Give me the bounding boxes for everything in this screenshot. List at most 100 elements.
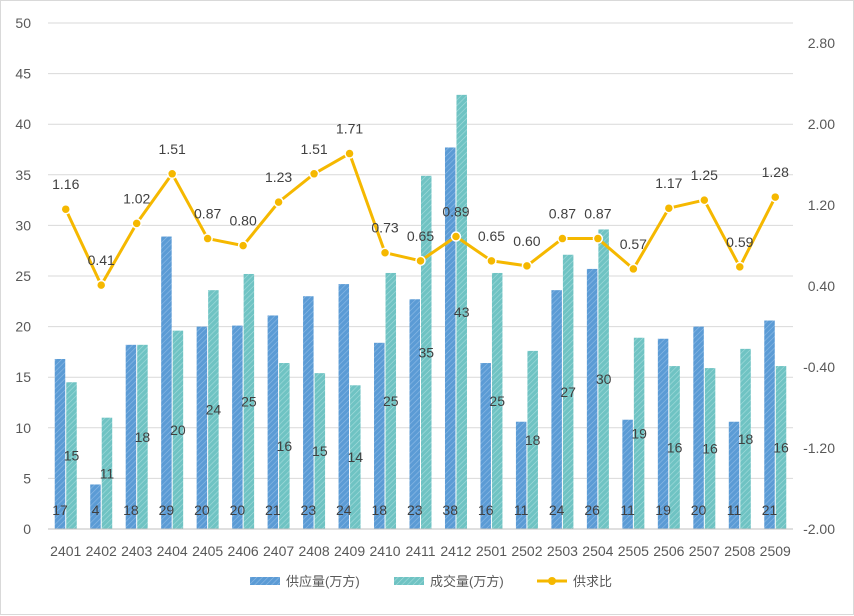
x-tick-label: 2407: [263, 543, 294, 559]
deal-bar-label: 25: [241, 393, 257, 409]
x-tick-label: 2405: [192, 543, 223, 559]
y-left-tick-label: 30: [15, 217, 31, 233]
ratio-point: [486, 255, 497, 267]
ratio-label: 1.51: [159, 141, 186, 157]
supply-bar-label: 23: [407, 502, 423, 518]
ratio-point: [450, 231, 462, 242]
deal-bar-label: 18: [135, 429, 151, 445]
deal-bar-label: 18: [738, 431, 754, 447]
y-left-tick-label: 50: [15, 15, 31, 31]
deal-bar-label: 43: [454, 304, 470, 320]
x-tick-label: 2412: [440, 543, 471, 559]
x-tick-label: 2410: [369, 543, 400, 559]
supply-bar-label: 29: [159, 502, 175, 518]
supply-bar-label: 11: [727, 502, 742, 518]
supply-bar: [409, 299, 420, 529]
deal-bar-label: 15: [312, 443, 328, 459]
x-tick-label: 2502: [511, 543, 542, 559]
bar-data-labels: 17 15 4 11 18 18 29 20 20 24 20 25 21 16 23 15 24 14 18 25 2…: [52, 304, 789, 518]
ratio-label: 0.65: [407, 228, 434, 244]
supply-bar-label: 20: [230, 502, 246, 518]
y-left-tick-label: 15: [15, 369, 31, 385]
supply-bar: [125, 344, 137, 529]
deal-bar: [775, 366, 787, 529]
deal-bar: [740, 348, 751, 529]
supply-bar-label: 17: [52, 502, 68, 518]
ratio-label: 0.87: [549, 206, 576, 222]
supply-bar: [764, 320, 775, 529]
deal-bar: [208, 290, 219, 529]
y-right-tick-label: 0.40: [808, 278, 835, 294]
ratio-label: 0.60: [513, 233, 540, 249]
ratio-line-series: [60, 148, 781, 291]
deal-bar: [669, 366, 680, 529]
legend-label: 供求比: [573, 574, 612, 589]
x-tick-label: 2403: [121, 543, 152, 559]
deal-bar: [279, 363, 290, 529]
supply-bar-label: 21: [265, 502, 281, 518]
supply-bar: [728, 421, 740, 529]
supply-bar-label: 11: [514, 502, 529, 518]
bar-series: [54, 94, 787, 530]
supply-bar: [515, 421, 527, 529]
deal-bar: [243, 273, 255, 529]
y-left-tick-label: 5: [23, 470, 31, 486]
deal-bar: [314, 373, 326, 529]
supply-bar: [693, 326, 704, 529]
y-left-tick-label: 0: [23, 521, 31, 537]
x-tick-label: 2402: [86, 543, 117, 559]
supply-bar-label: 4: [92, 502, 100, 518]
ratio-label: 1.17: [655, 175, 682, 191]
y-right-tick-label: -1.20: [803, 440, 835, 456]
deal-bar: [704, 368, 716, 529]
supply-bar-label: 18: [123, 502, 139, 518]
ratio-point: [344, 148, 355, 159]
ratio-point: [592, 233, 604, 244]
deal-bar: [66, 382, 77, 529]
y-left-tick-label: 40: [15, 116, 31, 132]
deal-bar-label: 11: [100, 465, 115, 481]
supply-bar: [586, 268, 598, 529]
deal-bar-label: 30: [596, 371, 612, 387]
deal-bar: [385, 272, 397, 529]
deal-bar: [172, 330, 184, 529]
y-axis-left: 0 5 10 15 20 25 30 35 40 45 50: [15, 15, 31, 537]
supply-bar: [161, 236, 172, 530]
deal-bar: [527, 350, 538, 529]
supply-bar: [444, 147, 456, 529]
supply-bar-label: 18: [371, 502, 387, 518]
deal-bar: [562, 254, 574, 530]
y-left-tick-label: 45: [15, 66, 31, 82]
supply-bar-label: 24: [336, 502, 352, 518]
ratio-point: [734, 261, 746, 273]
ratio-point: [273, 196, 284, 208]
deal-bar-label: 24: [206, 402, 222, 418]
legend-deal: 成交量(万方): [394, 574, 504, 589]
ratio-point: [202, 233, 213, 244]
ratio-label: 1.51: [300, 141, 327, 157]
supply-bar: [374, 342, 385, 529]
supply-bar-label: 20: [691, 502, 707, 518]
legend-supply: 供应量(万方): [250, 574, 360, 589]
ratio-label: 0.80: [229, 213, 256, 229]
y-axis-right: -2.00 -1.20 -0.40 0.40 1.20 2.00 2.80: [803, 35, 835, 537]
deal-bar-label: 19: [631, 425, 647, 441]
x-tick-label: 2411: [405, 543, 435, 559]
x-tick-label: 2406: [228, 543, 259, 559]
ratio-label: 1.28: [762, 164, 789, 180]
supply-bar-label: 38: [442, 502, 458, 518]
ratio-label: 0.73: [371, 220, 398, 236]
legend-label: 供应量(万方): [286, 574, 360, 589]
legend-swatch: [394, 577, 424, 585]
x-tick-label: 2509: [760, 543, 791, 559]
supply-bar: [303, 296, 314, 529]
ratio-point: [308, 168, 320, 180]
deal-bar: [598, 229, 609, 529]
supply-bar: [267, 315, 279, 529]
supply-bar: [54, 358, 66, 529]
y-right-tick-label: 2.80: [808, 35, 835, 51]
supply-bar: [622, 419, 633, 529]
x-tick-label: 2501: [476, 543, 507, 559]
x-tick-label: 2505: [618, 543, 649, 559]
y-right-tick-label: -2.00: [803, 521, 835, 537]
